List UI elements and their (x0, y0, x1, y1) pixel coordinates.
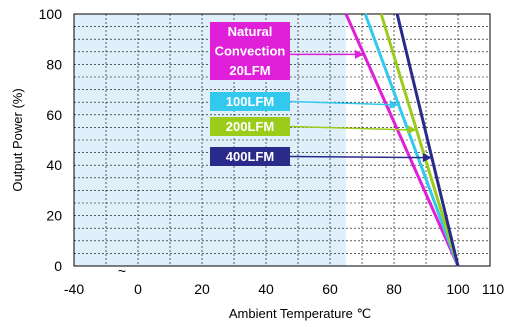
x-tick-label: 60 (322, 281, 338, 297)
axis-break-symbol: ~ (118, 263, 126, 279)
legend-box-4 (210, 147, 290, 166)
legend-label-1-3: 20LFM (229, 63, 270, 78)
x-tick-label: 110 (482, 281, 505, 297)
legend-label-1-1: Natural (228, 24, 273, 39)
series-line-1 (344, 13, 460, 267)
series-line-4 (395, 13, 460, 267)
legend-label-1-2: Convection (215, 44, 286, 59)
y-tick-label: 80 (46, 56, 62, 72)
x-tick-label: 40 (258, 281, 274, 297)
legend-arrow-4 (289, 153, 432, 163)
legend-label-3-1: 200LFM (226, 119, 274, 134)
plot-frame (73, 13, 491, 267)
y-tick-label: 40 (46, 157, 62, 173)
legend-label-4-1: 400LFM (226, 149, 274, 164)
series-line-2 (363, 13, 460, 267)
x-tick-label: 80 (386, 281, 402, 297)
legend-arrow-3 (289, 125, 417, 135)
y-tick-label: 0 (54, 258, 62, 274)
legend-box-2 (210, 92, 290, 111)
y-tick-label: 60 (46, 107, 62, 123)
legend-arrow-1 (290, 49, 364, 59)
x-tick-label: 20 (194, 281, 210, 297)
legend-layer: Natural Convection 20LFM 100LFM 200LFM 400LFM (210, 22, 432, 166)
y-tick-label: 20 (46, 208, 62, 224)
y-axis-label: Output Power (%) (10, 88, 25, 191)
series-line-3 (379, 13, 460, 267)
x-tick-label: -40 (64, 281, 84, 297)
legend-box-3 (210, 117, 290, 136)
y-tick-label: 100 (39, 6, 63, 22)
legend-label-2-1: 100LFM (226, 94, 274, 109)
series-layer (344, 13, 460, 267)
x-axis-label: Ambient Temperature ℃ (229, 306, 371, 321)
legend-arrow-2 (289, 99, 399, 109)
x-tick-label: 0 (134, 281, 142, 297)
x-tick-label: 100 (446, 281, 470, 297)
legend-box-1 (210, 22, 290, 80)
